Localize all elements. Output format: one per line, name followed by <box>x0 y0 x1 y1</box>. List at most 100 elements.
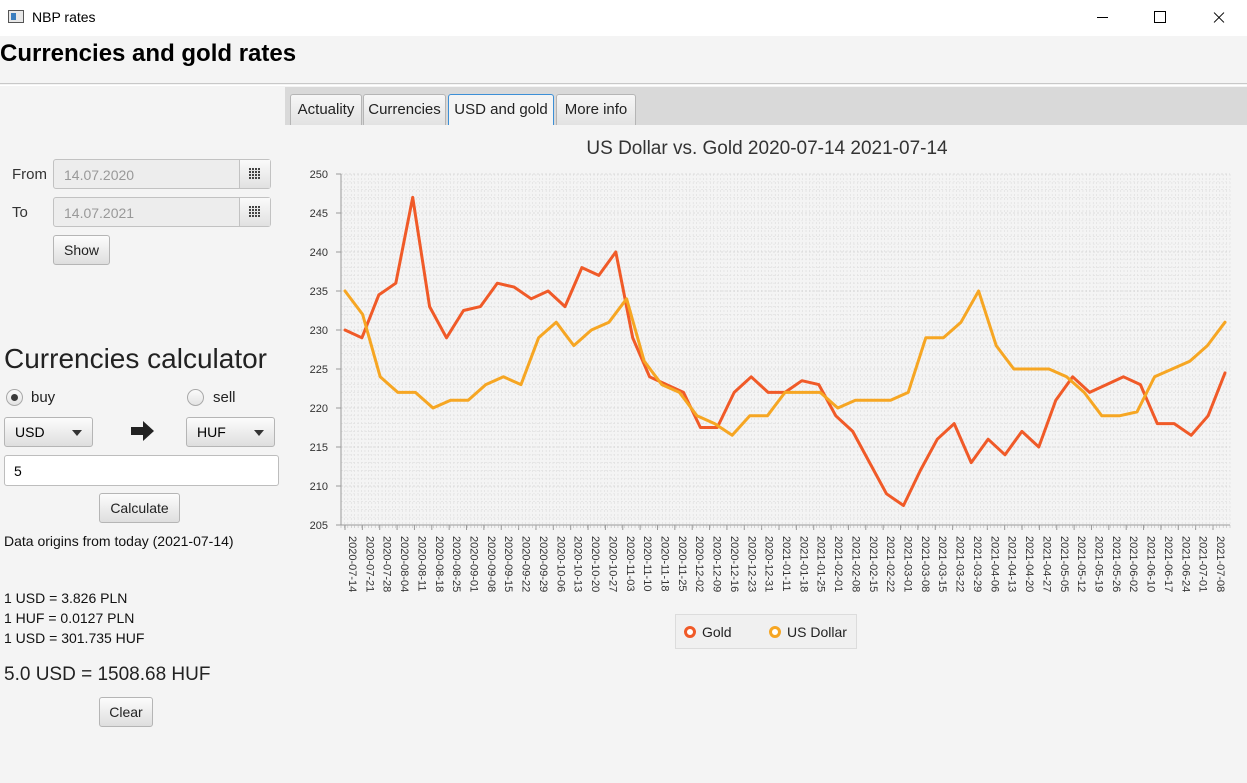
x-tick-label: 2021-04-27 <box>1040 536 1052 592</box>
x-tick-label: 2020-09-22 <box>520 536 532 592</box>
x-tick-label: 2020-11-10 <box>641 536 653 591</box>
y-tick-label: 220 <box>310 403 328 415</box>
x-tick-label: 2021-03-01 <box>902 536 914 592</box>
x-tick-label: 2021-02-08 <box>849 536 861 592</box>
chart-lines <box>343 195 1227 507</box>
x-tick-label: 2021-01-25 <box>815 536 827 592</box>
x-axis: 2020-07-14 2020-07-21 2020-07-28 2020-08-04… <box>340 524 1231 592</box>
x-tick-label: 2020-12-23 <box>745 536 757 592</box>
x-tick-label: 2021-05-26 <box>1110 536 1122 592</box>
x-tick-label: 2021-02-01 <box>832 536 844 592</box>
x-tick-label: 2021-06-02 <box>1127 536 1139 592</box>
arrow-right-icon <box>131 421 154 441</box>
from-label: From <box>12 166 47 183</box>
legend-marker-gold <box>684 626 696 638</box>
x-tick-label: 2021-01-11 <box>780 536 792 591</box>
x-tick-label: 2020-08-04 <box>398 536 410 592</box>
to-calendar-button[interactable] <box>239 198 270 226</box>
x-tick-label: 2021-03-22 <box>954 536 966 592</box>
y-tick-label: 250 <box>310 169 328 181</box>
rate-line: 1 USD = 3.826 PLN <box>4 590 128 606</box>
x-tick-label: 2020-10-20 <box>589 536 601 592</box>
data-origin-text: Data origins from today (2021-07-14) <box>4 533 234 549</box>
chart-title: US Dollar vs. Gold 2020-07-14 2021-07-14 <box>586 138 948 159</box>
x-tick-label: 2021-07-01 <box>1197 536 1209 592</box>
chart-legend: Gold US Dollar <box>675 614 857 649</box>
to-currency-select[interactable]: HUF <box>186 417 275 447</box>
calendar-icon <box>249 206 260 217</box>
y-axis: 205 210 215 220 225 230 235 240 245 250 <box>310 169 342 532</box>
x-tick-label: 2021-03-15 <box>936 536 948 592</box>
x-tick-label: 2020-12-16 <box>728 536 740 592</box>
x-tick-label: 2020-12-02 <box>693 536 705 592</box>
chevron-down-icon <box>72 430 82 436</box>
x-tick-label: 2020-11-03 <box>624 536 636 591</box>
tab-more-info[interactable]: More info <box>556 94 636 125</box>
series-line-usd <box>343 289 1227 437</box>
show-button[interactable]: Show <box>53 235 110 265</box>
x-tick-label: 2020-11-18 <box>658 536 670 591</box>
maximize-icon <box>1154 11 1166 23</box>
x-tick-label: 2020-09-01 <box>468 536 480 592</box>
rate-line: 1 USD = 301.735 HUF <box>4 630 145 646</box>
x-tick-label: 2021-03-29 <box>971 536 983 592</box>
x-tick-label: 2021-06-24 <box>1179 536 1191 592</box>
x-tick-label: 2021-06-17 <box>1162 536 1174 592</box>
from-date-value: 14.07.2020 <box>64 167 135 183</box>
x-tick-label: 2020-07-28 <box>381 536 393 592</box>
x-tick-label: 2020-09-15 <box>502 536 514 592</box>
minimize-button[interactable] <box>1080 0 1126 36</box>
legend-label-usd: US Dollar <box>787 624 847 640</box>
from-calendar-button[interactable] <box>239 160 270 188</box>
to-date-value: 14.07.2021 <box>64 205 135 221</box>
to-currency-value: HUF <box>197 424 226 440</box>
calendar-icon <box>249 168 260 179</box>
x-tick-label: 2021-04-13 <box>1006 536 1018 592</box>
x-tick-label: 2021-06-10 <box>1145 536 1157 592</box>
minimize-icon <box>1097 17 1108 18</box>
tab-usd-and-gold[interactable]: USD and gold <box>448 94 554 126</box>
x-tick-label: 2021-01-18 <box>797 536 809 592</box>
maximize-button[interactable] <box>1137 0 1183 36</box>
x-tick-label: 2021-04-20 <box>1023 536 1035 592</box>
x-tick-label: 2021-03-08 <box>919 536 931 592</box>
sell-label: sell <box>213 389 236 406</box>
to-date-picker[interactable]: 14.07.2021 <box>53 197 271 227</box>
window-title: NBP rates <box>32 9 96 25</box>
window-titlebar: NBP rates <box>0 0 1247 36</box>
buy-radio[interactable] <box>6 389 23 406</box>
y-tick-label: 245 <box>310 208 328 220</box>
calculate-button[interactable]: Calculate <box>99 493 180 523</box>
conversion-result: 5.0 USD = 1508.68 HUF <box>4 664 211 685</box>
y-tick-label: 230 <box>310 325 328 337</box>
x-tick-label: 2020-08-18 <box>433 536 445 592</box>
y-tick-label: 240 <box>310 247 328 259</box>
y-tick-label: 225 <box>310 364 328 376</box>
x-tick-label: 2020-10-13 <box>572 536 584 592</box>
divider <box>0 83 1247 84</box>
y-tick-label: 215 <box>310 442 328 454</box>
x-tick-label: 2021-05-19 <box>1092 536 1104 592</box>
from-date-picker[interactable]: 14.07.2020 <box>53 159 271 189</box>
to-label: To <box>12 204 28 221</box>
clear-button[interactable]: Clear <box>99 697 153 727</box>
x-tick-label: 2020-12-09 <box>711 536 723 592</box>
x-tick-label: 2021-02-15 <box>867 536 879 592</box>
y-tick-label: 205 <box>310 520 328 532</box>
x-tick-label: 2021-04-06 <box>988 536 1000 592</box>
amount-input[interactable]: 5 <box>4 455 279 486</box>
x-tick-label: 2020-07-14 <box>346 536 358 592</box>
x-tick-label: 2021-02-22 <box>884 536 896 592</box>
buy-label: buy <box>31 389 56 406</box>
sell-radio[interactable] <box>187 389 204 406</box>
from-currency-select[interactable]: USD <box>4 417 93 447</box>
x-tick-label: 2020-12-31 <box>763 536 775 592</box>
x-tick-label: 2020-09-08 <box>485 536 497 592</box>
tab-currencies[interactable]: Currencies <box>363 94 446 125</box>
y-tick-label: 210 <box>310 481 328 493</box>
x-tick-label: 2021-05-05 <box>1058 536 1070 592</box>
tab-actuality[interactable]: Actuality <box>290 94 362 125</box>
rate-line: 1 HUF = 0.0127 PLN <box>4 610 135 626</box>
x-tick-label: 2020-10-06 <box>554 536 566 592</box>
